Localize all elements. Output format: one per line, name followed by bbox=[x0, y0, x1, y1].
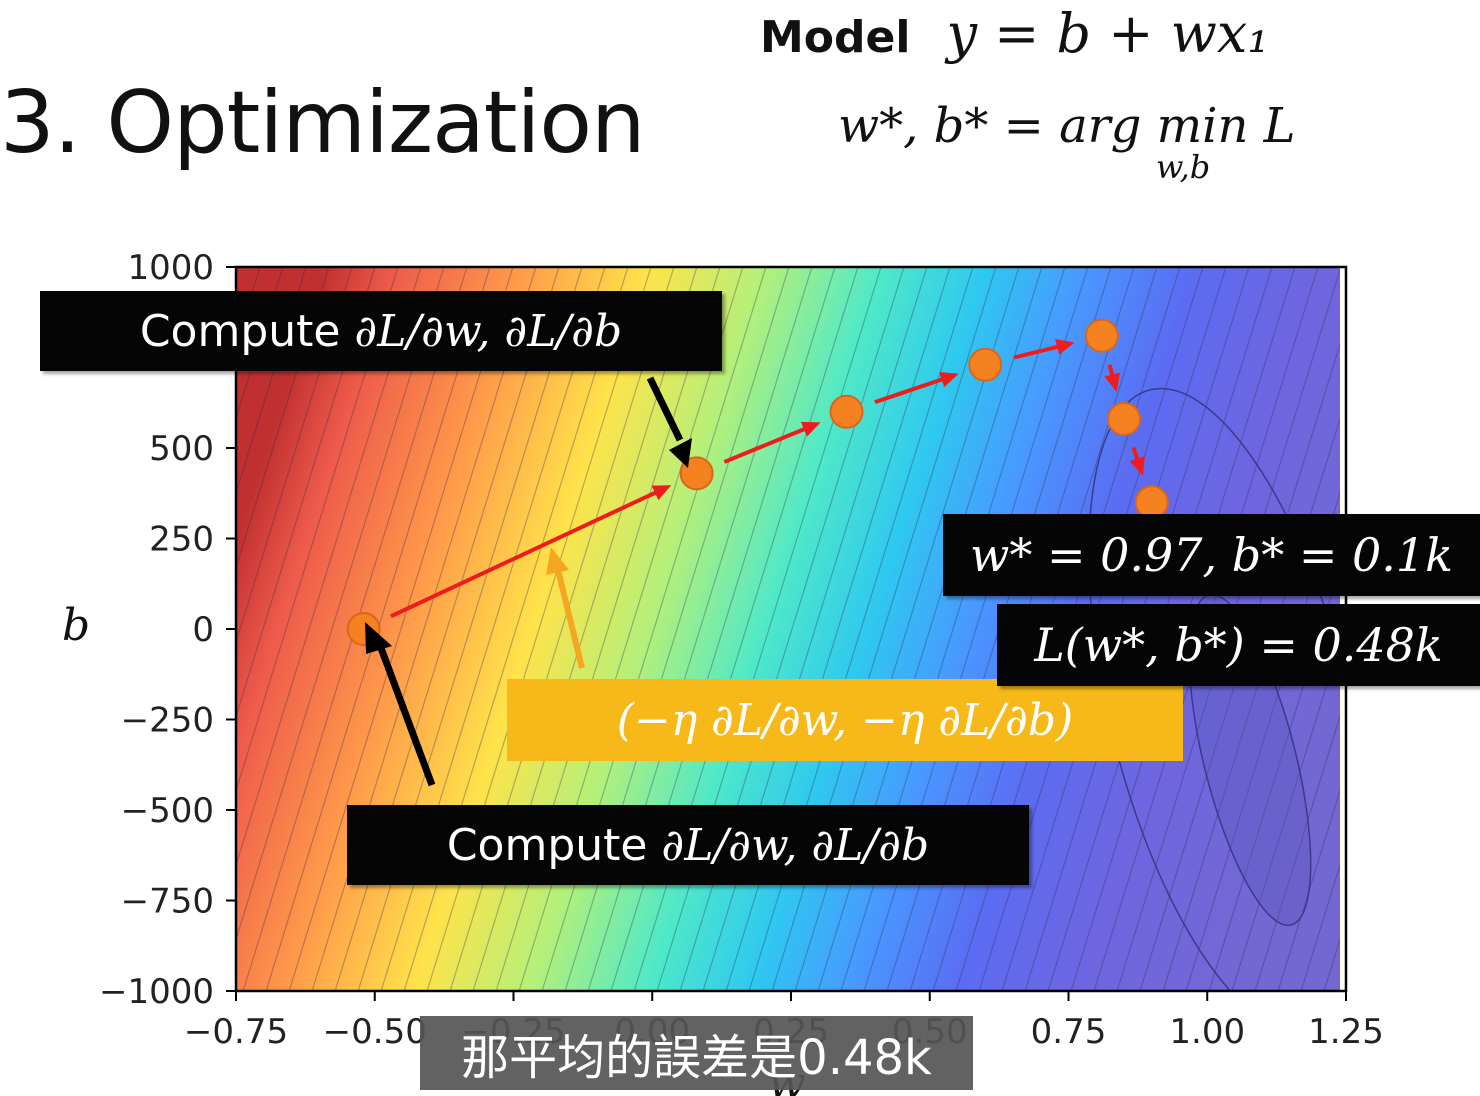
annotation-arrowhead-bottom bbox=[365, 622, 392, 654]
compute-math-top: ∂L/∂w, ∂L/∂b bbox=[354, 305, 623, 357]
compute-math-bottom: ∂L/∂w, ∂L/∂b bbox=[661, 819, 930, 871]
y-tick-label: −1000 bbox=[99, 972, 214, 1012]
path-point bbox=[679, 456, 714, 491]
y-tick-label: −750 bbox=[121, 882, 214, 922]
path-step-arrowhead bbox=[1104, 372, 1120, 392]
annotation-arrowhead-top bbox=[669, 438, 692, 468]
path-step-arrowhead bbox=[1129, 456, 1145, 476]
path-step-arrow bbox=[723, 425, 811, 464]
contour-line bbox=[236, 267, 307, 496]
model-formula: y = b + wx₁ bbox=[946, 2, 1269, 65]
contour-line bbox=[236, 267, 330, 570]
path-point bbox=[1084, 318, 1119, 353]
gradient-path-points bbox=[346, 318, 1169, 646]
contour-line bbox=[236, 267, 376, 719]
path-step-arrow bbox=[874, 375, 949, 405]
path-step-arrow bbox=[1013, 343, 1064, 360]
path-step-arrowhead bbox=[939, 371, 959, 388]
objective-equation: w*, b* = arg min L w,b bbox=[838, 98, 1296, 186]
compute-gradient-label-bottom: Compute ∂L/∂w, ∂L/∂b bbox=[347, 805, 1029, 885]
video-subtitle: 那平均的誤差是0.48k bbox=[420, 1016, 973, 1090]
y-tick-label: 0 bbox=[192, 610, 214, 650]
path-step-arrowhead bbox=[800, 421, 821, 437]
optimum-params-label: w* = 0.97, b* = 0.1k bbox=[943, 514, 1480, 596]
model-label: Model bbox=[760, 12, 911, 63]
model-equation: Model y = b + wx₁ bbox=[760, 2, 1269, 65]
contour-line bbox=[236, 267, 284, 421]
x-tick-label: 1.00 bbox=[1169, 1012, 1245, 1052]
y-tick-label: −500 bbox=[121, 791, 214, 831]
path-step-arrow bbox=[389, 488, 662, 619]
step-arrowhead-orange bbox=[546, 547, 569, 575]
contour-line bbox=[1277, 788, 1340, 991]
x-tick-label: −0.75 bbox=[184, 1012, 288, 1052]
contour-line bbox=[236, 267, 445, 942]
path-step-arrowhead bbox=[1055, 339, 1075, 355]
objective-subscript: w,b bbox=[1156, 148, 1211, 186]
x-tick-label: 0.75 bbox=[1031, 1012, 1107, 1052]
path-step-arrowhead bbox=[651, 485, 672, 501]
compute-gradient-label-top: Compute ∂L/∂w, ∂L/∂b bbox=[40, 291, 722, 371]
contour-line bbox=[236, 267, 353, 644]
annotation-arrow-top bbox=[646, 376, 684, 442]
optimum-loss-text: L(w*, b*) = 0.48k bbox=[1034, 618, 1443, 672]
contour-line bbox=[288, 267, 514, 991]
contour-line bbox=[236, 267, 399, 793]
step-arrow-orange bbox=[555, 569, 585, 669]
path-point bbox=[829, 394, 864, 429]
contour-line bbox=[1300, 863, 1340, 991]
path-point bbox=[1107, 402, 1141, 437]
step-update-label: (−η ∂L/∂w, −η ∂L/∂b) bbox=[507, 679, 1183, 761]
x-tick-label: 1.25 bbox=[1308, 1012, 1384, 1052]
contour-line bbox=[236, 267, 422, 868]
annotation-arrow-bottom bbox=[377, 646, 436, 787]
path-point bbox=[968, 347, 1003, 382]
slide-title: 3. Optimization bbox=[0, 73, 646, 173]
optimum-params-text: w* = 0.97, b* = 0.1k bbox=[969, 528, 1454, 582]
y-tick-label: −250 bbox=[121, 701, 214, 741]
x-tick-label: −0.50 bbox=[323, 1012, 427, 1052]
optimum-loss-label: L(w*, b*) = 0.48k bbox=[997, 604, 1480, 686]
objective-formula: w*, b* = arg min L bbox=[838, 98, 1296, 154]
y-tick-label: 250 bbox=[149, 520, 214, 560]
compute-word-bottom: Compute bbox=[446, 819, 648, 871]
y-tick-label: 1000 bbox=[127, 248, 214, 288]
gradient-path-arrows bbox=[389, 339, 1145, 619]
y-tick-label: 500 bbox=[149, 429, 214, 469]
contour-line bbox=[1254, 714, 1340, 991]
contour-line bbox=[1231, 639, 1340, 991]
y-axis-label: b bbox=[62, 600, 90, 651]
compute-word-top: Compute bbox=[139, 305, 341, 357]
